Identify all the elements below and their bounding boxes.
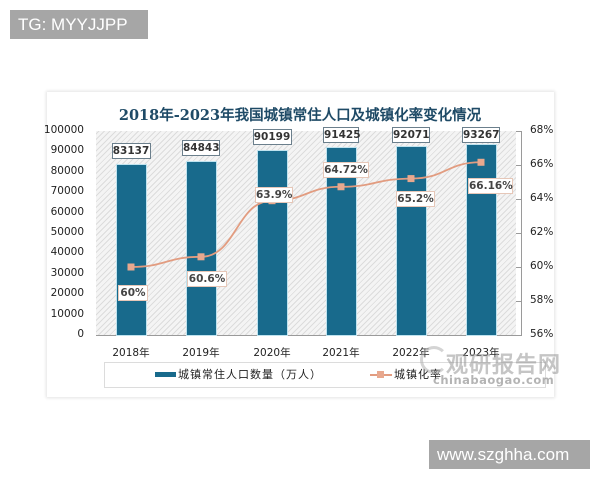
left-axis-tick-label: 90000 (50, 144, 84, 157)
left-axis-tick-label: 40000 (50, 246, 84, 259)
line-value-label: 64.72% (323, 162, 369, 178)
left-axis-tick-label: 0 (77, 328, 84, 340)
right-axis-tick-label: 60% (530, 260, 554, 272)
right-axis-tick (516, 233, 522, 234)
chart-title: 2018年-2023年我国城镇常住人口及城镇化率变化情况 (118, 107, 482, 124)
bar-value-label: 93267 (462, 127, 500, 143)
x-axis-tick-label: 2023年 (462, 347, 500, 359)
right-axis-tick-label: 62% (530, 226, 554, 238)
legend-line-marker-icon (377, 371, 384, 378)
x-axis-tick-label: 2018年 (112, 347, 150, 359)
right-axis-tick (516, 267, 522, 268)
bar-value-label: 92071 (392, 127, 430, 143)
right-axis-tick (516, 165, 522, 166)
x-axis-tick-label: 2019年 (182, 347, 220, 359)
left-axis-tick-label: 30000 (50, 266, 84, 279)
bar (396, 147, 426, 335)
source-watermark-en: chinabaogao.com (433, 373, 555, 387)
right-axis-tick (516, 335, 522, 336)
right-axis-tick-label: 64% (530, 192, 554, 204)
bar (466, 144, 496, 335)
right-axis-tick-label: 56% (530, 328, 554, 340)
right-axis-tick-label: 66% (530, 158, 554, 170)
left-axis-tick-label: 50000 (50, 226, 84, 238)
legend-bar-label: 城镇常住人口数量（万人） (178, 368, 322, 381)
x-axis-line (96, 335, 516, 336)
watermark-badge-bottom-right: www.szghha.com (429, 440, 590, 469)
bar (186, 161, 216, 335)
x-axis-tick-label: 2020年 (253, 347, 291, 359)
left-axis-tick-label: 20000 (50, 287, 84, 300)
plot-area (96, 131, 516, 335)
right-axis-tick (516, 131, 522, 132)
bar-value-label: 83137 (111, 143, 151, 160)
left-axis-tick-label: 10000 (50, 307, 84, 320)
bar-value-label: 84843 (182, 139, 220, 156)
legend (104, 362, 546, 388)
line-value-label: 66.16% (468, 178, 513, 194)
bar (116, 165, 146, 335)
right-axis-tick (516, 301, 522, 302)
watermark-badge-top-left: TG: MYYJJPP (10, 10, 148, 39)
left-axis-tick-label: 100000 (43, 124, 84, 136)
bar-value-label: 91425 (323, 127, 361, 143)
line-value-label: 63.9% (255, 187, 293, 203)
bar-value-label: 90199 (252, 128, 292, 145)
left-axis-tick-label: 80000 (50, 164, 84, 177)
source-watermark-cn: 观研报告网 (446, 353, 562, 378)
line-value-label: 65.2% (396, 191, 435, 207)
right-axis-tick-label: 68% (530, 124, 554, 136)
source-logo-icon (420, 346, 448, 374)
legend-bar-swatch-icon (155, 372, 176, 377)
left-axis-tick-label: 70000 (50, 185, 84, 198)
line-value-label: 60.6% (187, 271, 227, 287)
left-axis-tick-label: 60000 (50, 205, 84, 218)
right-axis-tick (516, 199, 522, 200)
bar (257, 150, 287, 335)
x-axis-tick-label: 2021年 (322, 347, 360, 359)
right-axis-tick-label: 58% (530, 294, 554, 306)
line-value-label: 60% (118, 285, 148, 301)
